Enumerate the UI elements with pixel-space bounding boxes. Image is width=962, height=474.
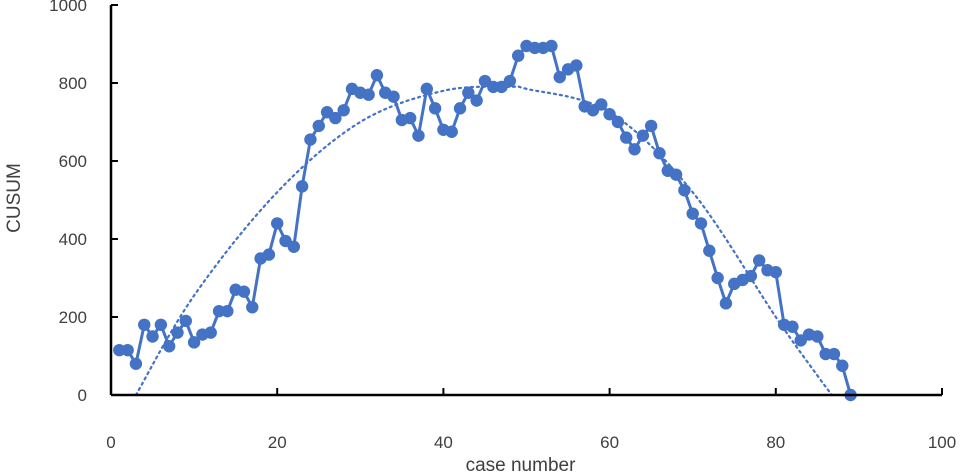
x-axis-label: case number <box>466 455 577 474</box>
data-point <box>329 111 342 125</box>
trend-curve-layer <box>134 85 834 395</box>
y-tick-label: 800 <box>59 74 87 93</box>
data-point <box>694 217 708 230</box>
data-point <box>711 271 724 285</box>
data-point <box>545 39 558 53</box>
data-point <box>603 108 616 121</box>
data-point <box>769 265 782 279</box>
data-point <box>412 129 425 142</box>
data-point <box>719 297 733 310</box>
data-point <box>620 131 633 144</box>
x-tick-label: 60 <box>600 433 619 452</box>
data-point <box>121 343 134 357</box>
data-point <box>553 70 566 84</box>
data-point <box>470 94 483 107</box>
data-point <box>445 125 458 138</box>
data-point <box>811 330 824 343</box>
data-point <box>387 90 400 103</box>
data-point <box>644 119 658 133</box>
data-point <box>179 314 192 328</box>
data-point <box>287 240 301 253</box>
data-point <box>836 359 849 372</box>
data-point <box>686 207 699 220</box>
data-point <box>246 301 259 314</box>
data-point <box>154 318 168 331</box>
data-point <box>312 119 325 133</box>
y-tick-label: 0 <box>78 386 87 405</box>
data-point <box>146 330 159 343</box>
data-point <box>362 88 375 101</box>
data-point <box>570 59 583 72</box>
data-point <box>669 168 683 181</box>
x-tick-label: 40 <box>434 433 453 452</box>
y-axis-label: CUSUM <box>4 163 25 233</box>
data-point <box>752 254 766 267</box>
data-point <box>653 147 666 160</box>
data-point <box>295 180 309 193</box>
x-tick-label: 100 <box>928 433 956 452</box>
data-point <box>262 248 276 261</box>
data-point <box>237 285 251 298</box>
data-point <box>703 244 716 257</box>
data-series-layer <box>113 39 857 402</box>
data-point <box>678 184 691 197</box>
data-point <box>138 318 151 331</box>
data-point <box>271 217 284 230</box>
data-point <box>204 326 217 339</box>
data-point <box>462 86 475 99</box>
y-tick-label: 600 <box>59 152 87 171</box>
data-point <box>304 133 317 146</box>
data-point <box>428 102 442 115</box>
y-tick-label: 200 <box>59 308 87 327</box>
data-point <box>370 69 384 82</box>
y-tick-label: 1000 <box>49 0 87 15</box>
data-point <box>628 143 641 156</box>
x-tick-label: 20 <box>268 433 287 452</box>
data-point <box>611 115 625 129</box>
data-point <box>187 336 201 349</box>
data-point <box>453 102 467 115</box>
trend-curve <box>134 85 834 395</box>
data-point <box>511 49 525 62</box>
y-tick-label: 400 <box>59 230 87 249</box>
data-point <box>162 340 176 353</box>
data-point <box>403 111 417 125</box>
data-point <box>786 320 799 333</box>
data-point <box>503 74 517 88</box>
x-tick-label: 80 <box>766 433 785 452</box>
data-point <box>420 82 433 96</box>
axes <box>109 4 943 397</box>
data-point <box>827 347 841 361</box>
data-point <box>595 98 608 111</box>
data-point <box>636 129 650 142</box>
data-point <box>744 269 758 283</box>
data-point <box>129 357 143 370</box>
data-point <box>221 304 234 318</box>
series-line <box>119 44 853 396</box>
data-point <box>171 326 184 339</box>
x-tick-label: 0 <box>106 433 115 452</box>
data-point <box>337 104 350 117</box>
